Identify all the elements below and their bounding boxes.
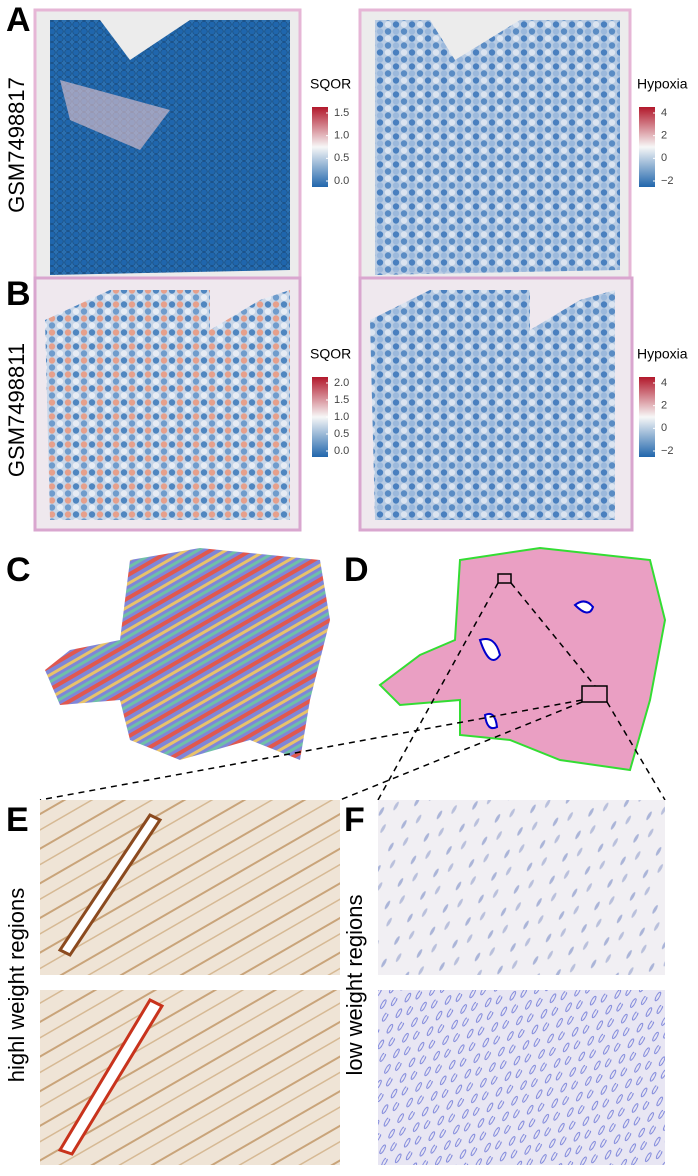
legend-title: SQOR (310, 76, 351, 92)
tick-label: 1.5 (334, 107, 349, 119)
legend-title: Hypoxia (637, 76, 688, 92)
spots (50, 20, 290, 275)
region-label: highl weight regions (4, 888, 29, 1082)
ihc-image (40, 990, 340, 1165)
region-label: low weight regions (342, 895, 367, 1076)
vessel (57, 998, 165, 1156)
tick-label: −2 (661, 445, 674, 457)
colorbar (312, 377, 328, 457)
panel-letter: A (6, 1, 31, 39)
tick-label: 0.5 (334, 152, 349, 164)
colorbar (312, 107, 328, 187)
tissue-he (378, 546, 667, 772)
vessel (57, 813, 163, 957)
tissue-heatmap (45, 548, 330, 760)
tick-label: 1.0 (334, 130, 349, 142)
tick-label: 1.0 (334, 411, 349, 423)
tissue (60, 80, 170, 150)
ihc-image (378, 800, 665, 975)
spots (370, 290, 615, 520)
panel-letter: E (6, 801, 29, 839)
ihc-image (40, 800, 340, 975)
legend-title: SQOR (310, 346, 351, 362)
connector-lines (39, 582, 666, 801)
spots (375, 20, 620, 275)
panel-letter: F (344, 801, 365, 839)
tick-label: 0.5 (334, 428, 349, 440)
spots (45, 290, 290, 520)
region-outline (478, 600, 595, 730)
tick-label: 1.5 (334, 394, 349, 406)
panel-letter: D (344, 551, 369, 589)
tick-label: 2 (661, 400, 667, 412)
legend-title: Hypoxia (637, 346, 688, 362)
sample-label: GSM7498811 (4, 343, 29, 477)
tick-label: 4 (661, 377, 667, 389)
colorbar (639, 377, 655, 457)
spatial-maps-b (33, 276, 634, 532)
tick-label: 0 (661, 422, 667, 434)
tick-label: 0 (661, 152, 667, 164)
panel-letter: C (6, 551, 31, 589)
colorbar (639, 107, 655, 187)
sample-label: GSM7498817 (4, 77, 29, 213)
ihc-image (378, 990, 665, 1165)
tick-label: 0.0 (334, 445, 349, 457)
tick-label: 2.0 (334, 377, 349, 389)
zoom-box (497, 573, 512, 584)
tick-label: 4 (661, 107, 667, 119)
tick-label: −2 (661, 175, 674, 187)
spatial-maps-a (33, 8, 632, 282)
tick-label: 0.0 (334, 175, 349, 187)
tick-label: 2 (661, 130, 667, 142)
panel-letter: B (6, 275, 31, 313)
